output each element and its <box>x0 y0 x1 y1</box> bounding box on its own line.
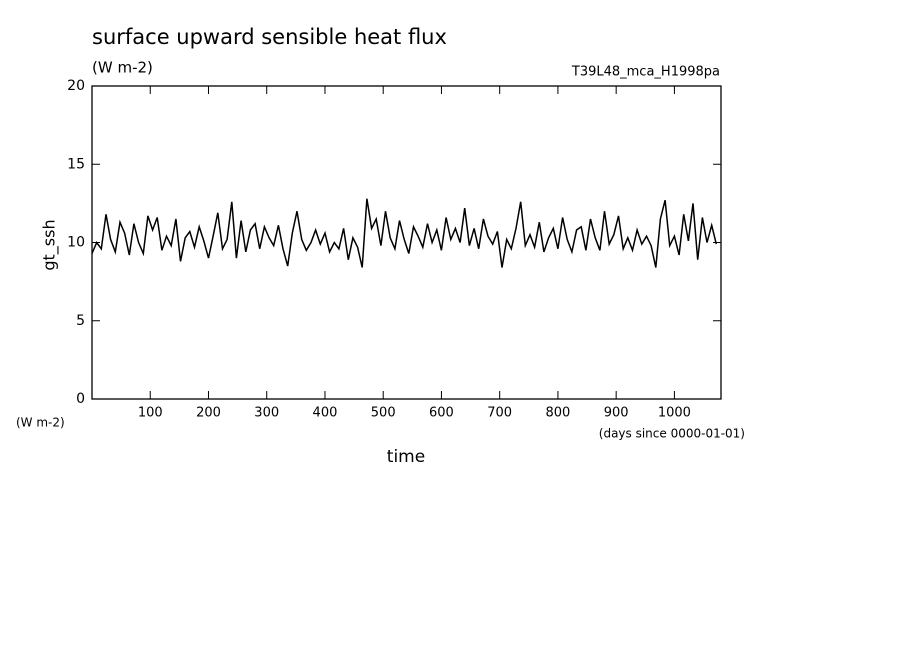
x-tick-label: 400 <box>313 406 338 421</box>
chart-title: surface upward sensible heat flux <box>92 25 447 49</box>
x-tick-label: 200 <box>196 406 221 421</box>
x-axis-unit: (days since 0000-01-01) <box>599 427 745 441</box>
subtitle: (W m-2) <box>92 59 153 77</box>
x-tick-label: 1000 <box>658 406 691 421</box>
x-tick-label: 900 <box>604 406 629 421</box>
data-line <box>91 198 718 268</box>
annotation: T39L48_mca_H1998pa <box>571 65 720 80</box>
x-axis-label: time <box>387 447 425 467</box>
y-axis-unit: (W m-2) <box>16 416 65 430</box>
x-tick-label: 800 <box>546 406 571 421</box>
y-tick-label: 0 <box>76 391 85 407</box>
y-tick-label: 20 <box>67 78 85 94</box>
x-tick-label: 100 <box>138 406 163 421</box>
x-tick-label: 300 <box>254 406 279 421</box>
x-tick-label: 700 <box>487 406 512 421</box>
x-tick-label: 600 <box>429 406 454 421</box>
y-axis-label: gt_ssh <box>40 219 60 270</box>
y-tick-label: 15 <box>67 156 85 172</box>
x-tick-label: 500 <box>371 406 396 421</box>
y-tick-label: 10 <box>67 235 85 251</box>
y-tick-label: 5 <box>76 313 85 329</box>
